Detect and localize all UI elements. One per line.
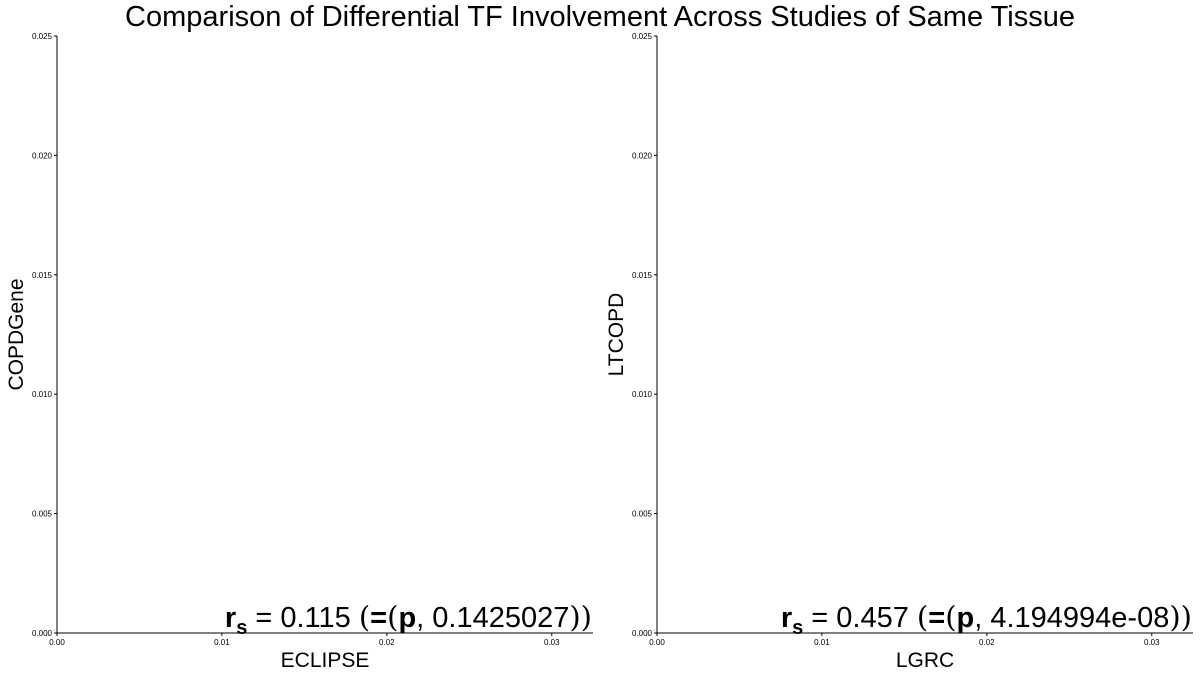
correlation-annotation: rs = 0.115 (=(p, 0.1425027)) [225, 600, 592, 639]
annotation-part: ( [917, 600, 928, 634]
annotation-part: , 0.1425027 [416, 602, 569, 634]
annotation-part: p [957, 602, 975, 634]
y-tick-label: 0.010 [632, 390, 653, 399]
y-tick-label: 0.020 [632, 151, 653, 160]
annotation-part: )) [569, 600, 592, 634]
y-axis-title: LTCOPD [605, 293, 628, 377]
annotation-part: ( [945, 600, 956, 634]
annotation-part: = 0.457 [803, 602, 917, 634]
x-tick-label: 0.03 [544, 638, 560, 647]
annotation-part: )) [1169, 600, 1192, 634]
annotation-part: r [781, 602, 792, 634]
y-tick-label: 0.010 [32, 390, 53, 399]
y-tick-label: 0.000 [632, 629, 653, 638]
annotation-part: s [236, 617, 247, 639]
x-tick-label: 0.00 [649, 638, 665, 647]
panel-2: 0.000 0.005 0.010 0.015 0.020 0.025 0.00 0.01 0.… [605, 32, 1193, 672]
y-tick-label: 0.005 [632, 510, 653, 519]
annotation-part: r [225, 602, 236, 634]
y-tick-label: 0.000 [32, 629, 53, 638]
x-tick-label: 0.01 [214, 638, 230, 647]
chart-title: Comparison of Differential TF Involvemen… [125, 1, 1075, 33]
correlation-annotation: rs = 0.457 (=(p, 4.194994e-08)) [781, 600, 1192, 639]
annotation-part: p [398, 602, 416, 634]
x-tick-label: 0.01 [814, 638, 830, 647]
x-tick-label: 0.02 [379, 638, 395, 647]
y-axis-title: COPDGene [5, 278, 28, 390]
y-tick-label: 0.015 [32, 271, 53, 280]
annotation-part: , 4.194994e-08 [974, 602, 1169, 634]
x-tick-label: 0.00 [49, 638, 65, 647]
panel-1: 0.000 0.005 0.010 0.015 0.020 0.025 0.00 0.01 0.… [5, 32, 593, 672]
y-tick-label: 0.025 [632, 32, 653, 41]
annotation-part: ( [359, 600, 370, 634]
annotation-part: ( [387, 600, 398, 634]
x-axis-title: ECLIPSE [281, 649, 370, 672]
y-tick-label: 0.005 [32, 510, 53, 519]
annotation-part: = 0.115 [247, 602, 359, 634]
annotation-part: s [792, 617, 803, 639]
x-axis-title: LGRC [896, 649, 954, 672]
x-tick-label: 0.03 [1144, 638, 1160, 647]
y-tick-label: 0.015 [632, 271, 653, 280]
annotation-part: = [370, 602, 387, 634]
y-tick-label: 0.020 [32, 151, 53, 160]
x-tick-label: 0.02 [979, 638, 995, 647]
annotation-part: = [928, 602, 945, 634]
y-tick-label: 0.025 [32, 32, 53, 41]
